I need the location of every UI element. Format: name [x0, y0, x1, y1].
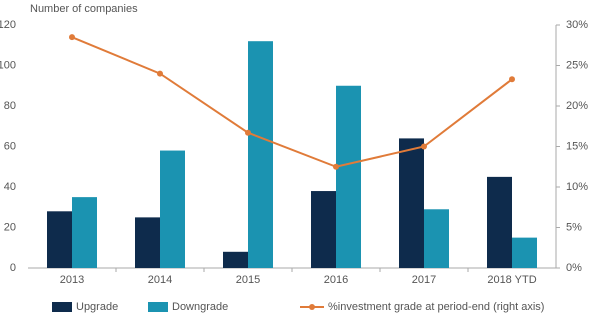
legend-marker	[309, 304, 315, 310]
bar	[72, 197, 97, 268]
y-tick-label: 0	[10, 262, 16, 274]
y-tick-label: 100	[0, 59, 16, 71]
legend-swatch	[148, 302, 168, 312]
bar	[47, 211, 72, 268]
bar	[223, 251, 248, 268]
y-tick-label: 80	[4, 100, 16, 112]
line-marker	[157, 70, 163, 77]
bar	[160, 150, 185, 268]
x-tick-label: 2017	[412, 274, 436, 286]
y2-tick-label: 25%	[566, 59, 588, 71]
x-tick-label: 2018 YTD	[487, 274, 536, 286]
bar	[487, 176, 512, 268]
bar	[336, 85, 361, 268]
bar	[399, 138, 424, 268]
bar	[135, 217, 160, 268]
y2-tick-label: 0%	[566, 262, 582, 274]
bar	[311, 191, 336, 268]
x-tick-label: 2013	[60, 274, 84, 286]
y2-tick-label: 15%	[566, 140, 588, 152]
legend-label: %investment grade at period-end (right a…	[328, 301, 544, 313]
legend-label: Downgrade	[172, 301, 228, 313]
y2-tick-label: 20%	[566, 100, 588, 112]
line-marker	[333, 163, 339, 170]
y-tick-label: 20	[4, 221, 16, 233]
y-tick-label: 120	[0, 19, 16, 31]
line-marker	[245, 129, 251, 136]
y2-tick-label: 5%	[566, 221, 582, 233]
y2-tick-label: 30%	[566, 19, 588, 31]
y-tick-label: 40	[4, 181, 16, 193]
bar	[424, 209, 449, 268]
bar	[248, 41, 273, 269]
x-tick-label: 2016	[324, 274, 348, 286]
bar	[512, 237, 537, 268]
line-marker	[69, 34, 75, 41]
line-marker	[509, 76, 515, 83]
legend-label: Upgrade	[76, 301, 118, 313]
line-marker	[421, 143, 427, 150]
y2-tick-label: 10%	[566, 181, 588, 193]
x-tick-label: 2014	[148, 274, 172, 286]
y-tick-label: 60	[4, 140, 16, 152]
line	[71, 36, 513, 168]
legend-swatch	[52, 302, 72, 312]
x-tick-label: 2015	[236, 274, 260, 286]
y-axis-title: Number of companies	[30, 3, 138, 15]
